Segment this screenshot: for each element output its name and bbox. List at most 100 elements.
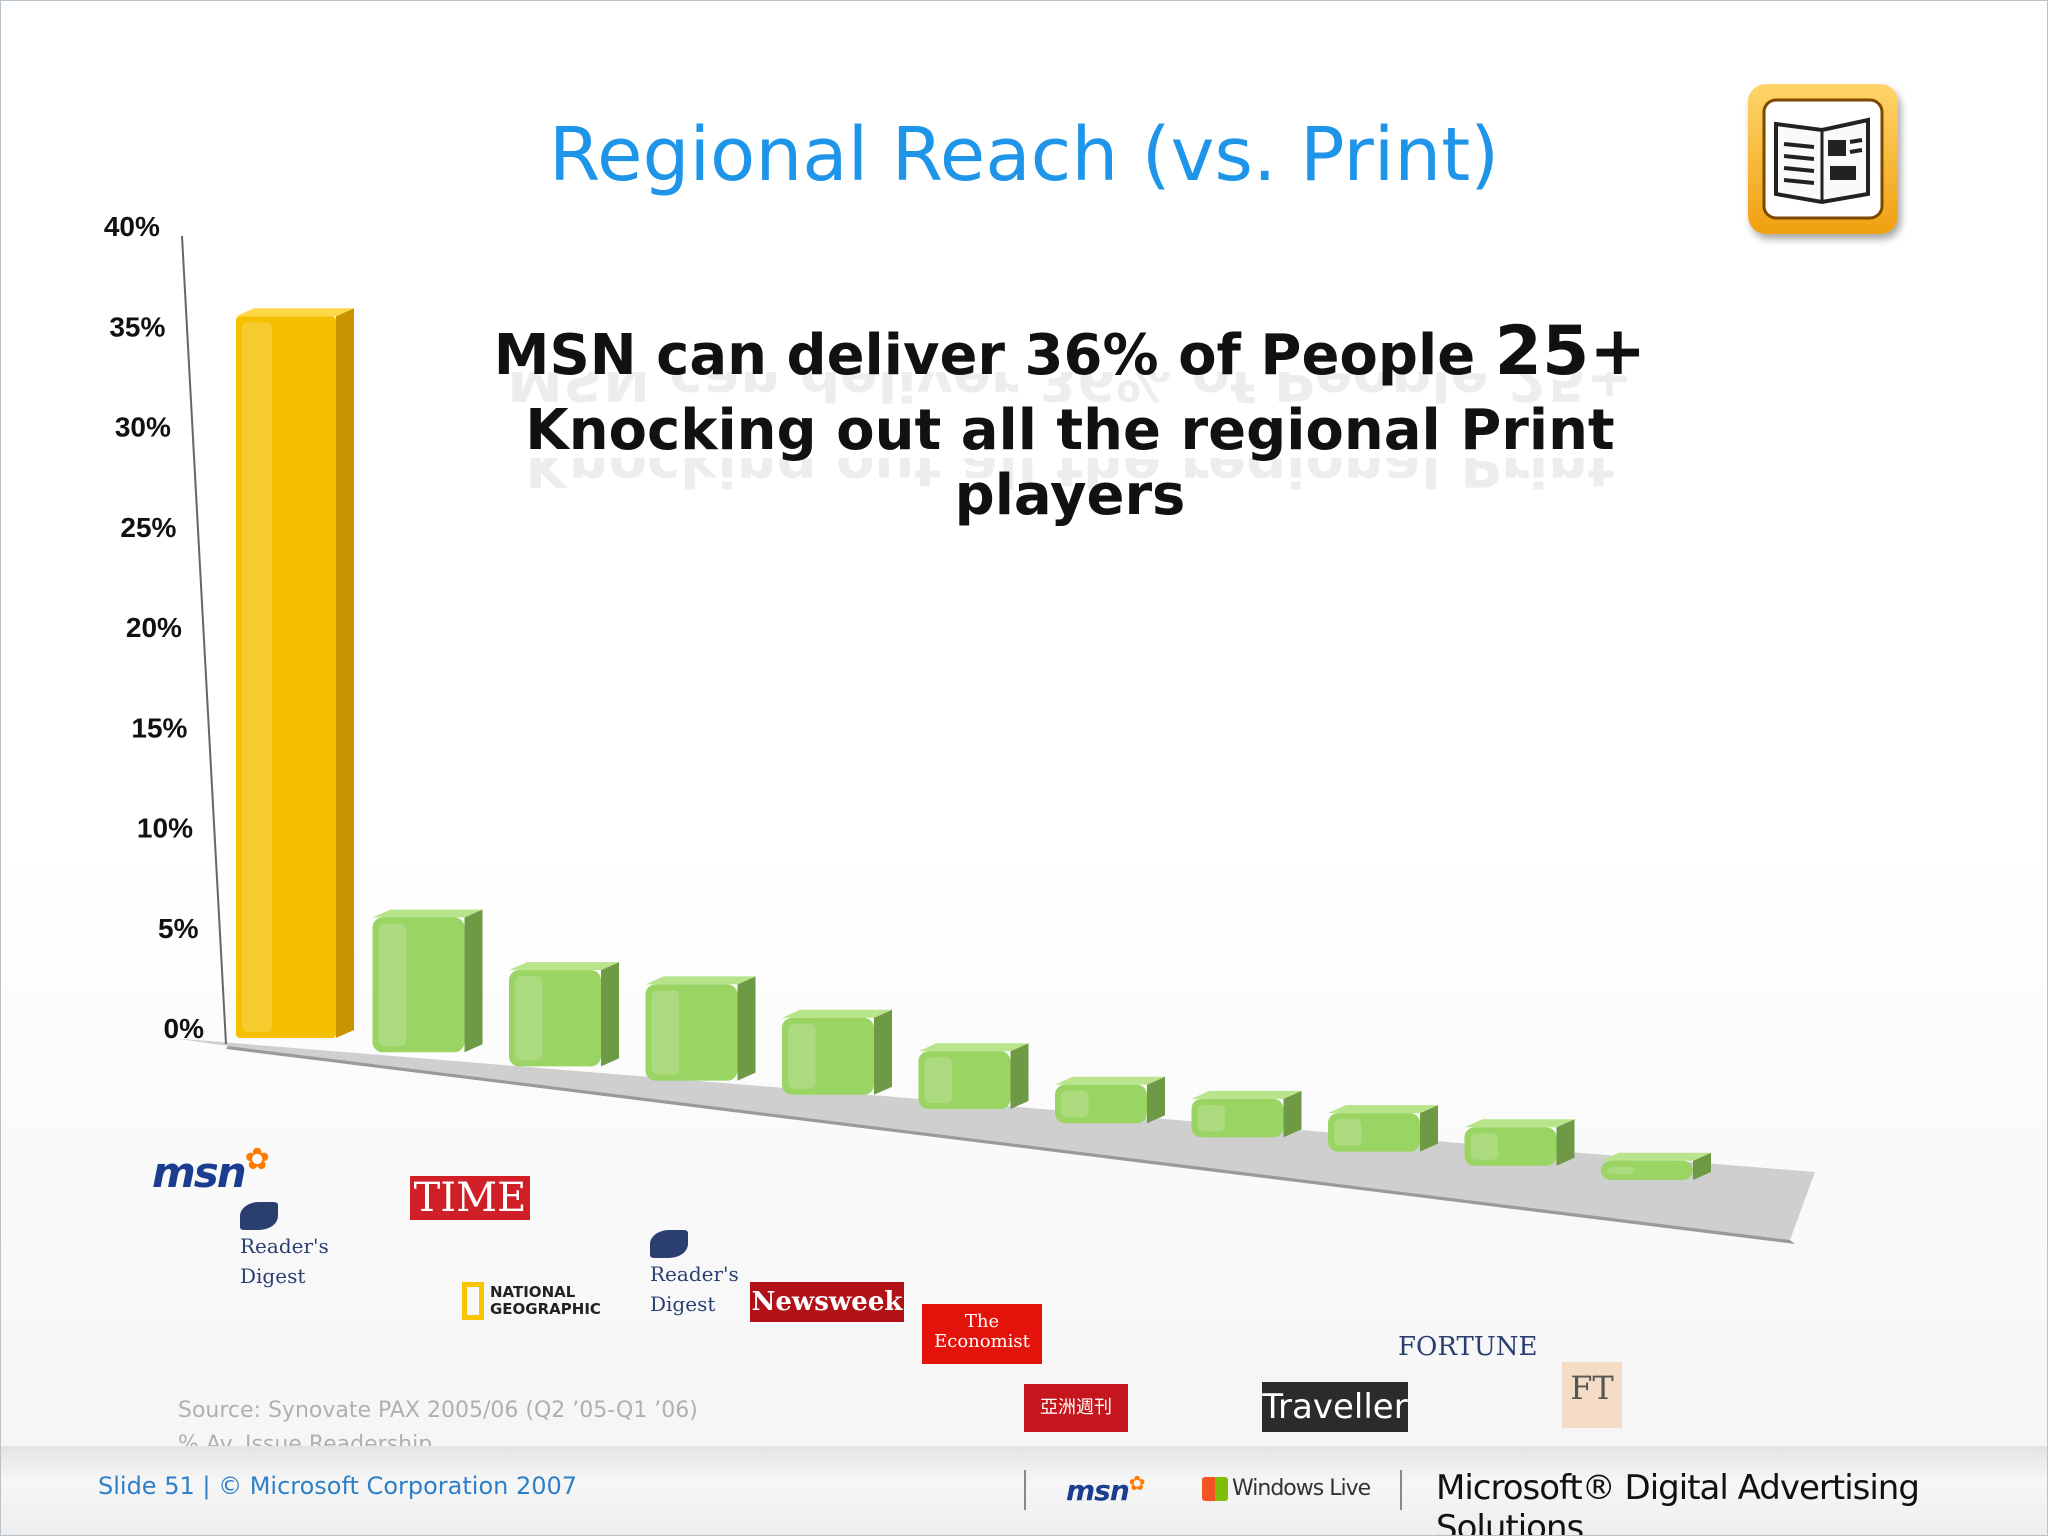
national-geographic-logo: NATIONAL GEOGRAPHIC (462, 1282, 602, 1328)
bar-top (1328, 1105, 1438, 1114)
bar-front (1464, 1127, 1557, 1166)
y-tick-label: 15% (131, 712, 187, 743)
y-axis-line (181, 235, 227, 1045)
bar-highlight (651, 990, 680, 1075)
bar-print (918, 1043, 1029, 1109)
source-line-1: Source: Synovate PAX 2005/06 (Q2 ’05-Q1 … (178, 1398, 698, 1423)
butterfly-icon: ✿ (1128, 1471, 1146, 1495)
slide-title: Regional Reach (vs. Print) (548, 112, 1500, 198)
y-tick-label: 30% (115, 412, 171, 443)
headline-line-2: Knocking out all the regional Print play… (525, 398, 1615, 528)
time-logo: TIME (410, 1176, 530, 1220)
bar-side (336, 308, 354, 1038)
fortune-logo: FORTUNE (1398, 1332, 1538, 1362)
chart-floor (172, 1038, 1815, 1240)
bar-front (509, 970, 601, 1067)
footer-divider (1400, 1470, 1402, 1510)
bar-top (372, 909, 483, 918)
headline-line-1: MSN can deliver 36% of People 25+ (493, 312, 1647, 391)
bar-highlight (242, 322, 272, 1032)
bar-top (236, 308, 354, 317)
bar-side (1283, 1090, 1302, 1138)
economist-logo: The Economist (922, 1304, 1042, 1364)
bar-highlight (924, 1057, 953, 1103)
bar-side (1010, 1043, 1029, 1109)
bar-highlight (1607, 1166, 1635, 1174)
bar-front (372, 917, 465, 1053)
bar-side (737, 976, 756, 1081)
bar-front (1055, 1084, 1147, 1124)
bar-print (782, 1009, 892, 1095)
bar-highlight (1334, 1119, 1362, 1146)
bar-top (645, 976, 756, 985)
bar-top (1464, 1119, 1575, 1128)
bar-top (1601, 1152, 1711, 1161)
bar-front (236, 316, 336, 1038)
pegasus-icon (240, 1202, 278, 1230)
bar-side (874, 1009, 892, 1095)
bar-front (918, 1051, 1011, 1109)
y-tick-label: 40% (104, 211, 160, 242)
bar-highlight (1061, 1090, 1089, 1118)
y-tick-label: 10% (137, 813, 193, 844)
bar-print (372, 909, 483, 1053)
headline-reflection-2: Knocking out all the regional Print play… (525, 458, 1615, 498)
footer-msn-logo: msn✿ (1066, 1471, 1146, 1507)
bar-front (1191, 1098, 1284, 1138)
bar-chart: 0% 5% 10% 15% 20% 25% 30% 35% 40% (104, 211, 1815, 1244)
bar-print (1055, 1076, 1165, 1124)
footer-divider (1024, 1470, 1026, 1510)
butterfly-icon: ✿ (244, 1142, 270, 1177)
bar-side (1556, 1119, 1575, 1166)
bar-highlight (1197, 1104, 1226, 1132)
y-axis-ticks: 0% 5% 10% 15% 20% 25% 30% 35% 40% (104, 211, 204, 1044)
bar-side (1420, 1105, 1438, 1152)
yellow-frame-icon (462, 1282, 484, 1320)
bar-side (1693, 1152, 1711, 1180)
bar-print (1191, 1090, 1302, 1138)
bar-highlight (1470, 1133, 1499, 1160)
yazhou-zhoukan-logo: 亞洲週刊 (1024, 1384, 1128, 1432)
bar-highlight (378, 923, 407, 1047)
windows-flag-icon (1202, 1477, 1228, 1501)
newspaper-icon[interactable] (1748, 84, 1898, 234)
ft-logo: FT (1562, 1362, 1622, 1428)
windows-live-logo: Windows Live (1202, 1476, 1371, 1501)
bar-print (1601, 1152, 1711, 1180)
bar-top (1055, 1076, 1165, 1085)
bar-side (1147, 1076, 1165, 1124)
readers-digest-logo: Reader's Digest (240, 1200, 374, 1288)
bar-print (1328, 1105, 1438, 1152)
bar-highlight (515, 976, 543, 1061)
newsweek-logo: Newsweek (750, 1282, 904, 1322)
bar-highlight (788, 1023, 816, 1089)
business-traveller-logo: Traveller (1262, 1382, 1408, 1432)
bar-print (509, 962, 619, 1067)
bar-print (645, 976, 756, 1081)
bar-top (1191, 1090, 1302, 1099)
bar-front (1328, 1113, 1420, 1152)
readers-digest-logo: Reader's Digest (650, 1228, 784, 1316)
y-tick-label: 25% (120, 512, 176, 543)
y-tick-label: 5% (158, 913, 199, 944)
bar-front (1601, 1160, 1693, 1180)
microsoft-das-logo: Microsoft® Digital Advertising Solutions (1436, 1468, 1920, 1536)
y-tick-label: 0% (164, 1013, 205, 1044)
bar-print (1464, 1119, 1575, 1166)
bar-top (509, 962, 619, 971)
bar-front (782, 1017, 874, 1095)
bar-msn (236, 308, 354, 1038)
bar-top (782, 1009, 892, 1018)
pegasus-icon (650, 1230, 688, 1258)
bar-side (601, 962, 619, 1067)
msn-logo: msn✿ (152, 1142, 270, 1197)
bar-front (645, 984, 738, 1081)
bar-top (918, 1043, 1029, 1052)
headline-emphasis: 25+ (1494, 312, 1647, 391)
y-tick-label: 20% (126, 612, 182, 643)
bars (236, 308, 1711, 1180)
y-tick-label: 35% (109, 311, 165, 342)
slide-info: Slide 51 | © Microsoft Corporation 2007 (98, 1472, 578, 1500)
bar-side (464, 909, 483, 1053)
